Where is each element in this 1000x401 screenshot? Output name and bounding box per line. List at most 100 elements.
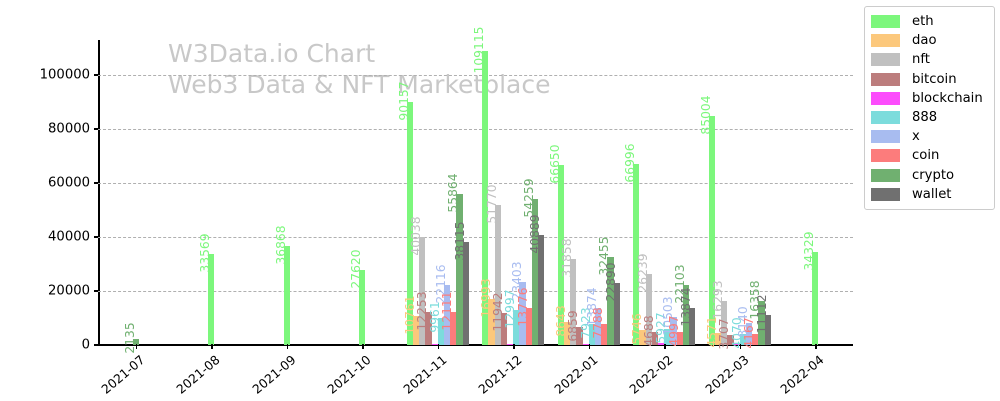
bar-value-label: 22890 — [603, 262, 618, 302]
bar-bitcoin-2022-01[interactable]: 6859 — [566, 310, 583, 345]
bar-888-2021-11[interactable]: 9961 — [428, 301, 444, 345]
bar-bitcoin-2021-11[interactable]: 12253 — [415, 291, 432, 345]
y-axis-tick-label: 80000 — [48, 121, 90, 137]
gridline — [98, 183, 853, 185]
bar-value-label: 38115 — [452, 221, 467, 261]
legend-item-crypto[interactable]: crypto — [871, 166, 987, 185]
bar-value-label: 6859 — [566, 309, 581, 342]
bar-blockchain-2022-01[interactable] — [582, 344, 589, 345]
legend-swatch-nft — [871, 53, 900, 67]
bar-eth-2022-04[interactable]: 34329 — [802, 232, 819, 345]
bar-blockchain-2022-03[interactable] — [733, 343, 740, 345]
legend-item-coin[interactable]: coin — [871, 146, 987, 165]
bar-x-2022-01[interactable]: 13874 — [585, 287, 602, 345]
bar-bitcoin-2021-12[interactable]: 11942 — [491, 292, 508, 345]
x-axis-line — [98, 344, 853, 346]
bar-eth-2021-11[interactable]: 90157 — [397, 81, 413, 345]
bar-coin-2022-03[interactable]: 4167 — [742, 317, 759, 348]
bar-888-2022-03[interactable]: 4070 — [730, 317, 746, 349]
bar-dao-2022-02[interactable]: 5746 — [630, 313, 646, 345]
bar-crypto-2022-03[interactable]: 16358 — [748, 280, 765, 345]
bar-value-label: 66650 — [547, 144, 562, 184]
bar-value-label: 13776 — [515, 287, 530, 327]
legend-item-dao[interactable]: dao — [871, 31, 987, 50]
x-axis-tick-label: 2022-02 — [626, 352, 676, 397]
bar-bitcoin-2022-03[interactable]: 3707 — [717, 318, 734, 350]
bar-nft-2022-02[interactable]: 26239 — [636, 254, 652, 345]
legend-item-nft[interactable]: nft — [871, 50, 987, 69]
y-axis-tick-mark — [94, 74, 98, 76]
bar-crypto-2021-07[interactable]: 2135 — [123, 323, 139, 354]
bar-blockchain-2021-12[interactable] — [507, 344, 514, 345]
bar-nft-2021-12[interactable]: 51770 — [485, 185, 501, 345]
legend-swatch-coin — [871, 149, 900, 163]
legend-item-wallet[interactable]: wallet — [871, 185, 987, 204]
bar-nft-2022-01[interactable]: 31858 — [560, 238, 577, 345]
bar-eth-2022-01[interactable]: 66650 — [548, 145, 564, 345]
bar-dao-2021-12[interactable]: 16993 — [479, 279, 495, 345]
bar-eth-2022-03[interactable]: 85004 — [699, 95, 715, 345]
bar-crypto-2022-02[interactable]: 22103 — [673, 265, 690, 345]
bar-eth-2021-10[interactable]: 27620 — [349, 250, 366, 345]
bar-eth-2022-02[interactable]: 66996 — [623, 144, 640, 345]
bar-value-label: 33569 — [198, 233, 213, 273]
x-axis-tick-mark — [588, 344, 591, 349]
x-axis-tick-label: 2022-03 — [702, 352, 752, 397]
bar-value-label: 40038 — [409, 216, 424, 256]
bar-value-label: 26239 — [635, 253, 650, 293]
legend-item-blockchain[interactable]: blockchain — [871, 89, 987, 108]
bar-wallet-2022-01[interactable]: 22890 — [604, 263, 620, 345]
bar-dao-2021-11[interactable]: 10761 — [403, 295, 420, 345]
bar-crypto-2021-12[interactable]: 54259 — [522, 178, 539, 345]
bar-crypto-2021-11[interactable]: 55864 — [446, 174, 463, 345]
bar-coin-2022-01[interactable]: 7788 — [591, 307, 608, 345]
bar-wallet-2022-02[interactable]: 13874 — [679, 287, 696, 345]
bar-eth-2021-12[interactable]: 109115 — [472, 26, 489, 345]
bar-coin-2021-12[interactable]: 13776 — [516, 287, 532, 345]
bar-x-2021-11[interactable]: 22116 — [434, 265, 451, 345]
y-axis-tick-label: 0 — [81, 337, 90, 353]
bar-eth-2021-08[interactable]: 33569 — [198, 234, 215, 345]
bar-eth-2021-09[interactable]: 36868 — [274, 225, 290, 345]
bar-nft-2022-03[interactable]: 16293 — [711, 280, 728, 345]
legend-swatch-wallet — [871, 187, 900, 201]
bar-crypto-2022-01[interactable]: 32455 — [597, 237, 614, 345]
legend-swatch-dao — [871, 34, 900, 48]
bar-wallet-2022-03[interactable]: 11112 — [755, 294, 771, 345]
bar-x-2022-03[interactable]: 8140 — [736, 306, 753, 345]
x-axis-tick-label: 2021-08 — [173, 352, 223, 397]
plot-area: 33569 36868 27620 90157 109115 66650 66996 8500… — [94, 26, 853, 354]
legend-item-bitcoin[interactable]: bitcoin — [871, 70, 987, 89]
legend-swatch-888 — [871, 111, 900, 125]
legend-item-eth[interactable]: eth — [871, 12, 987, 31]
bar-value-label: 16993 — [478, 278, 493, 318]
legend-label: eth — [912, 14, 934, 30]
bar-value-label: 66996 — [623, 143, 638, 183]
x-axis-tick-label: 2021-07 — [98, 352, 148, 397]
x-axis-tick-label: 2021-09 — [249, 352, 299, 397]
bar-x-2022-02[interactable]: 10503 — [661, 296, 677, 345]
bar-888-2022-02[interactable]: 5927 — [654, 312, 671, 345]
legend-item-888[interactable]: 888 — [871, 108, 987, 127]
bar-dao-2022-03[interactable]: 4571 — [705, 316, 722, 347]
legend-item-x[interactable]: x — [871, 127, 987, 146]
bar-888-2021-12[interactable]: 12997 — [503, 289, 520, 345]
x-axis-tick-label: 2022-04 — [777, 352, 827, 397]
bar-wallet-2021-11[interactable]: 38115 — [453, 222, 469, 345]
bar-coin-2021-11[interactable]: 12111 — [440, 292, 457, 345]
bar-888-2022-01[interactable]: 7923 — [579, 307, 595, 345]
bar-x-2021-12[interactable]: 23403 — [510, 261, 526, 345]
legend-swatch-crypto — [871, 168, 900, 182]
bar-value-label: 85004 — [698, 95, 713, 135]
bar-wallet-2021-12[interactable]: 40889 — [528, 214, 545, 345]
bar-dao-2022-01[interactable]: 8643 — [554, 305, 571, 345]
bar-blockchain-2022-02[interactable] — [658, 343, 665, 345]
gridline — [98, 291, 853, 293]
bar-coin-2022-02[interactable]: 4997 — [667, 315, 683, 346]
bar-blockchain-2021-11[interactable] — [431, 343, 438, 345]
legend-swatch-x — [871, 130, 900, 144]
y-axis-tick-mark — [94, 236, 98, 238]
bar-bitcoin-2022-02[interactable]: 4688 — [642, 316, 659, 347]
bar-nft-2021-11[interactable]: 40038 — [409, 216, 426, 345]
